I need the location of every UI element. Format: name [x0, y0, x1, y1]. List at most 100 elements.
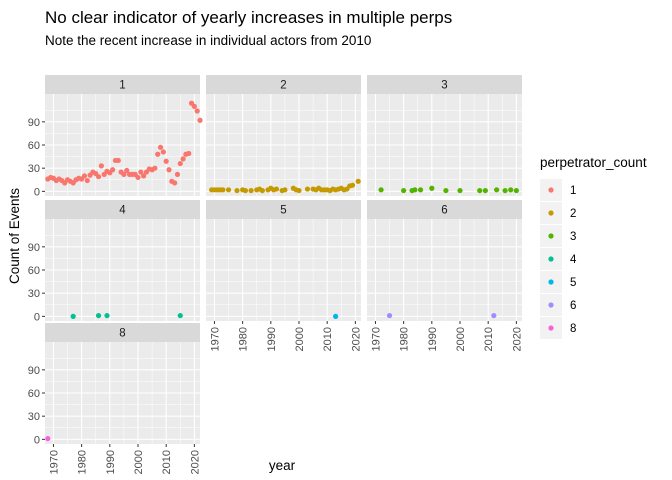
- data-point: [429, 185, 435, 191]
- facet-panel-4: 4 0 30 60 90: [28, 200, 200, 323]
- data-point: [138, 169, 144, 175]
- x-tick-label: 2000: [455, 327, 467, 351]
- data-point: [81, 173, 88, 179]
- data-point: [121, 171, 127, 177]
- data-point: [166, 167, 172, 173]
- legend-entry-label: 6: [570, 300, 576, 312]
- data-point: [304, 186, 311, 192]
- x-tick-label: 2020: [511, 327, 523, 351]
- data-point: [160, 149, 166, 155]
- data-point: [234, 187, 240, 194]
- data-point: [186, 150, 192, 157]
- data-point: [386, 312, 393, 319]
- data-point: [412, 187, 418, 193]
- data-point: [177, 160, 183, 167]
- data-point: [124, 167, 130, 174]
- x-axis-title: year: [269, 458, 296, 473]
- facet-panel-2: 2: [206, 75, 361, 196]
- data-point: [155, 151, 161, 157]
- data-point: [282, 187, 288, 193]
- data-point: [513, 187, 519, 194]
- legend-key-point: [548, 302, 554, 308]
- data-point: [95, 174, 102, 180]
- data-point: [177, 312, 183, 319]
- y-tick-label: 0: [34, 434, 40, 446]
- data-point: [494, 187, 500, 193]
- data-point: [194, 108, 200, 114]
- data-point: [157, 144, 164, 150]
- x-tick-label: 1980: [399, 327, 411, 351]
- legend-entry-label: 2: [570, 208, 576, 220]
- data-point: [197, 117, 203, 123]
- y-axis-title: Count of Events: [7, 188, 22, 284]
- legend-title: perpetrator_count: [540, 155, 647, 170]
- data-point: [104, 312, 110, 319]
- x-tick-label: 2010: [483, 327, 495, 351]
- data-point: [95, 312, 102, 319]
- legend-entry-label: 1: [570, 185, 576, 197]
- data-point: [477, 187, 483, 194]
- facet-strip-label: 5: [280, 205, 286, 217]
- data-point: [45, 435, 51, 442]
- x-tick-label: 1980: [238, 327, 250, 351]
- facet-panel-6: 6 1970 1980 1990 2000 2010 2020: [367, 200, 523, 351]
- data-point: [355, 178, 361, 184]
- data-point: [191, 103, 197, 109]
- y-tick-label: 30: [28, 411, 40, 423]
- facet-strip-label: 6: [441, 205, 447, 217]
- legend-entry-label: 8: [570, 323, 576, 335]
- data-point: [273, 186, 280, 192]
- facet-strip: [45, 323, 200, 342]
- data-point: [180, 156, 186, 162]
- facet-strip-label: 2: [280, 80, 286, 92]
- legend-entry-label: 3: [570, 231, 576, 243]
- x-tick-label: 1990: [427, 327, 439, 351]
- facet-panel-1: 1 0 30 60 90: [28, 75, 203, 198]
- y-tick-label: 90: [28, 117, 40, 129]
- data-point: [349, 182, 356, 188]
- x-tick-label: 1980: [77, 450, 89, 474]
- x-tick-label: 2020: [350, 327, 362, 351]
- facet-strip-label: 1: [119, 80, 125, 92]
- chart-title: No clear indicator of yearly increases i…: [45, 8, 452, 27]
- legend: perpetrator_count 1 2 3 4 5 6 8: [540, 155, 647, 339]
- x-tick-label: 2000: [294, 327, 306, 351]
- data-point: [220, 187, 226, 193]
- x-tick-label: 1990: [266, 327, 278, 351]
- x-tick-label: 1990: [105, 450, 117, 474]
- data-point: [152, 165, 158, 171]
- data-point: [417, 187, 424, 193]
- data-point: [508, 187, 514, 193]
- x-tick-label: 2020: [189, 450, 201, 474]
- legend-key-point: [548, 325, 554, 331]
- facet-strip-label: 4: [119, 205, 126, 217]
- data-point: [70, 313, 76, 319]
- y-tick-label: 60: [28, 388, 40, 400]
- legend-key-point: [548, 256, 554, 262]
- legend-entry-label: 4: [570, 254, 577, 266]
- facet-strip: [45, 200, 200, 219]
- y-tick-label: 30: [28, 163, 40, 175]
- data-point: [141, 173, 147, 179]
- data-point: [135, 174, 141, 181]
- y-tick-label: 30: [28, 288, 40, 300]
- legend-key-point: [548, 233, 554, 239]
- data-point: [172, 180, 178, 186]
- data-point: [110, 167, 116, 173]
- facet-panel-3: 3: [367, 75, 522, 196]
- data-point: [491, 312, 497, 319]
- data-point: [225, 187, 232, 193]
- y-tick-label: 90: [28, 365, 40, 377]
- data-point: [482, 187, 488, 194]
- y-tick-label: 60: [28, 265, 40, 277]
- facet-strip-label: 3: [441, 80, 447, 92]
- facet-strip: [45, 75, 200, 94]
- data-point: [98, 163, 104, 169]
- data-point: [163, 158, 169, 164]
- data-point: [333, 313, 339, 319]
- facet-panel-5: 5 1970 1980 1990 2000 2010 2020: [206, 200, 362, 351]
- data-point: [84, 177, 90, 184]
- y-tick-label: 0: [34, 186, 40, 198]
